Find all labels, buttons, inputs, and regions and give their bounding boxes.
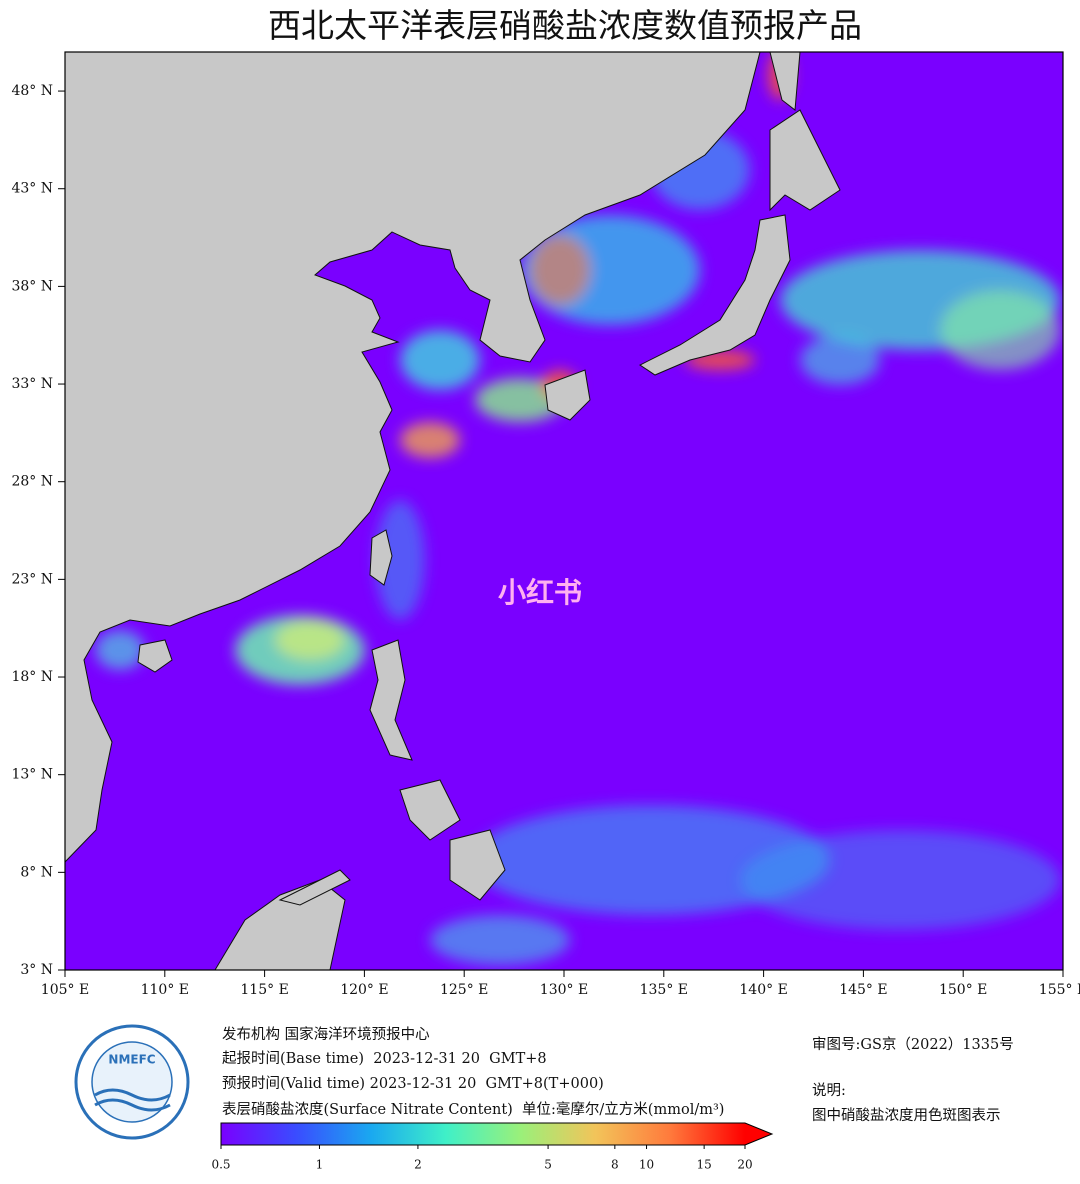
lon-tick-label: 150° E [939,982,987,998]
colorbar-tick-label: 8 [611,1158,619,1172]
lon-tick-label: 140° E [739,982,787,998]
lon-tick-label: 115° E [240,982,288,998]
lon-tick-label: 135° E [640,982,688,998]
lat-tick-label: 38° N [11,278,53,294]
lat-tick-label: 3° N [20,962,53,978]
publisher: 发布机构 国家海洋环境预报中心 [222,1025,430,1043]
colorbar-tick-label: 5 [544,1158,552,1172]
review-number: 审图号:GS京（2022）1335号 [812,1036,1014,1053]
colorbar-label: 表层硝酸盐浓度(Surface Nitrate Content) 单位:毫摩尔/… [222,1100,724,1118]
map: 小红书 [65,52,1063,970]
lon-tick-label: 145° E [839,982,887,998]
lon-tick-label: 120° E [340,982,388,998]
lat-tick-label: 18° N [11,669,53,685]
note-title: 说明: [812,1082,846,1099]
lon-tick-label: 155° E [1039,982,1080,998]
lon-tick-label: 130° E [540,982,588,998]
colorbar-tick-label: 20 [737,1158,752,1172]
lon-tick-label: 110° E [141,982,189,998]
lon-tick-label: 105° E [41,982,89,998]
colorbar-tick-label: 1 [316,1158,324,1172]
colorbar-tick-label: 15 [696,1158,711,1172]
logo: NMEFC [74,1024,190,1140]
lon-tick-label: 125° E [440,982,488,998]
lat-tick-label: 48° N [11,83,53,99]
colorbar [220,1122,774,1146]
colorbar-tick-label: 0.5 [211,1158,230,1172]
lat-tick-label: 13° N [11,767,53,783]
watermark: 小红书 [498,576,582,609]
title: 西北太平洋表层硝酸盐浓度数值预报产品 [268,6,862,45]
logo-text: NMEFC [108,1053,155,1067]
lat-tick-label: 8° N [20,864,53,880]
lat-tick-label: 28° N [11,474,53,490]
colorbar-tick-label: 10 [639,1158,654,1172]
base-time: 起报时间(Base time) 2023-12-31 20 GMT+8 [222,1050,547,1067]
lat-tick-label: 33° N [11,376,53,392]
colorbar-tick-label: 2 [414,1158,422,1172]
lat-tick-label: 23° N [11,571,53,587]
note: 图中硝酸盐浓度用色斑图表示 [812,1107,1001,1124]
valid-time: 预报时间(Valid time) 2023-12-31 20 GMT+8(T+0… [222,1075,604,1092]
land [65,52,841,970]
lat-tick-label: 43° N [11,181,53,197]
